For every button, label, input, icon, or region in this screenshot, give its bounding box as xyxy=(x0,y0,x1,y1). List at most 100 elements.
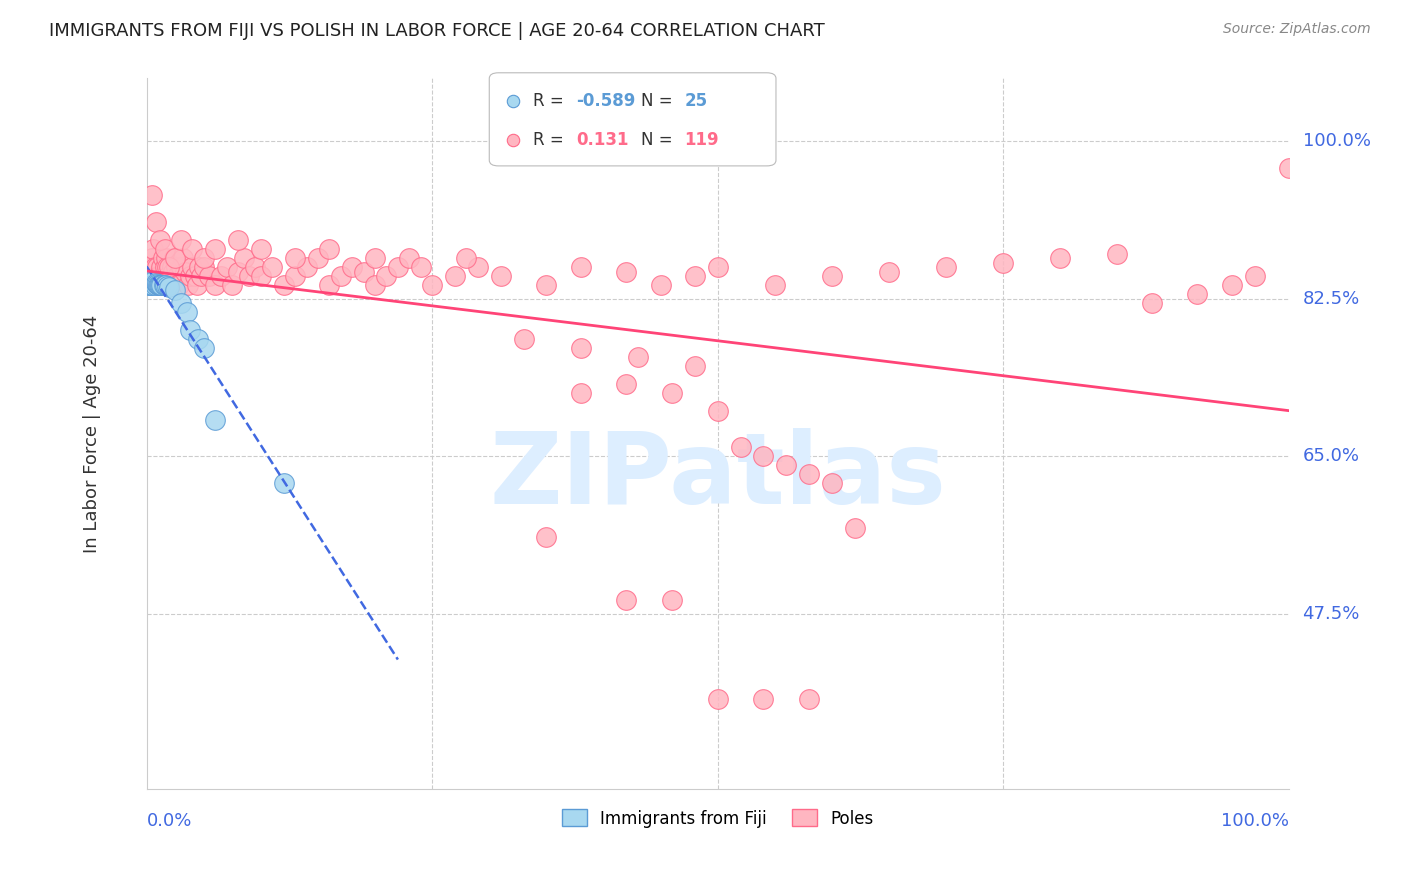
Point xyxy=(375,269,398,284)
Point xyxy=(159,260,181,275)
Text: In Labor Force | Age 20-64: In Labor Force | Age 20-64 xyxy=(83,315,101,553)
Point xyxy=(172,252,194,266)
Point xyxy=(221,278,243,293)
Point xyxy=(706,692,728,706)
Point xyxy=(844,521,866,535)
Point xyxy=(273,476,295,491)
Point xyxy=(159,278,181,293)
Text: R =: R = xyxy=(533,131,568,149)
Point xyxy=(1049,252,1071,266)
Point xyxy=(502,163,524,178)
Point xyxy=(752,450,775,464)
Point xyxy=(295,260,318,275)
Point xyxy=(387,260,409,275)
Point xyxy=(146,260,169,275)
Point xyxy=(706,260,728,275)
Point xyxy=(329,269,352,284)
Point xyxy=(877,265,900,279)
Point xyxy=(797,692,820,706)
Point xyxy=(143,260,166,275)
Point xyxy=(170,260,193,275)
Text: IMMIGRANTS FROM FIJI VS POLISH IN LABOR FORCE | AGE 20-64 CORRELATION CHART: IMMIGRANTS FROM FIJI VS POLISH IN LABOR … xyxy=(49,22,825,40)
Text: 100.0%: 100.0% xyxy=(1220,812,1289,830)
Point xyxy=(146,277,169,291)
Point xyxy=(204,413,226,427)
Point xyxy=(683,269,706,284)
Point xyxy=(179,323,201,337)
Point xyxy=(150,278,173,293)
Point xyxy=(1140,296,1163,310)
Point xyxy=(456,252,478,266)
Point xyxy=(190,269,212,284)
Point xyxy=(935,260,957,275)
Point xyxy=(186,278,208,293)
Text: 47.5%: 47.5% xyxy=(1302,605,1360,623)
Point xyxy=(467,260,489,275)
Point xyxy=(307,252,329,266)
Point xyxy=(444,269,467,284)
Point xyxy=(627,351,650,365)
Point xyxy=(193,342,215,356)
Point xyxy=(167,278,190,293)
Point xyxy=(145,276,167,290)
Point xyxy=(170,296,193,310)
Point xyxy=(683,359,706,374)
Point xyxy=(177,278,200,293)
Point xyxy=(176,305,198,319)
Text: 0.0%: 0.0% xyxy=(146,812,193,830)
Point xyxy=(1243,269,1265,284)
Point xyxy=(166,269,188,284)
Point xyxy=(141,278,163,293)
Point xyxy=(797,467,820,482)
Point xyxy=(145,269,167,284)
Point xyxy=(204,278,226,293)
Point xyxy=(142,274,165,288)
Point xyxy=(156,260,179,275)
Point xyxy=(273,278,295,293)
Point xyxy=(262,260,284,275)
Point xyxy=(238,269,260,284)
Point xyxy=(318,243,340,257)
Point xyxy=(181,260,204,275)
Point xyxy=(159,280,181,294)
Point xyxy=(146,278,169,293)
Point xyxy=(149,277,172,292)
Point xyxy=(250,243,273,257)
Point xyxy=(157,269,180,284)
Point xyxy=(661,386,683,401)
Point xyxy=(160,260,183,275)
Point xyxy=(536,530,558,544)
Point xyxy=(136,278,159,293)
Point xyxy=(163,252,186,266)
Point xyxy=(243,260,266,275)
Point xyxy=(165,269,187,284)
Point xyxy=(139,274,162,288)
Point xyxy=(215,260,238,275)
Point xyxy=(174,265,197,279)
Point xyxy=(398,252,420,266)
Point xyxy=(1107,247,1129,261)
Point xyxy=(141,188,163,202)
Point xyxy=(145,215,167,229)
Point xyxy=(502,212,524,227)
Point xyxy=(420,278,443,293)
Point xyxy=(165,252,187,266)
Point xyxy=(569,260,592,275)
Point xyxy=(170,234,193,248)
Text: ZIPatlas: ZIPatlas xyxy=(489,428,946,525)
Point xyxy=(1278,161,1301,176)
Point xyxy=(188,260,211,275)
Point xyxy=(993,256,1015,270)
Point xyxy=(569,386,592,401)
Point xyxy=(179,269,201,284)
Point xyxy=(148,278,170,293)
Point xyxy=(284,252,307,266)
Point xyxy=(763,278,786,293)
Point xyxy=(141,252,163,266)
Point xyxy=(318,278,340,293)
Point xyxy=(165,283,187,297)
Point xyxy=(1220,278,1243,293)
Point xyxy=(775,458,797,473)
Point xyxy=(139,269,162,284)
Point xyxy=(153,278,176,293)
